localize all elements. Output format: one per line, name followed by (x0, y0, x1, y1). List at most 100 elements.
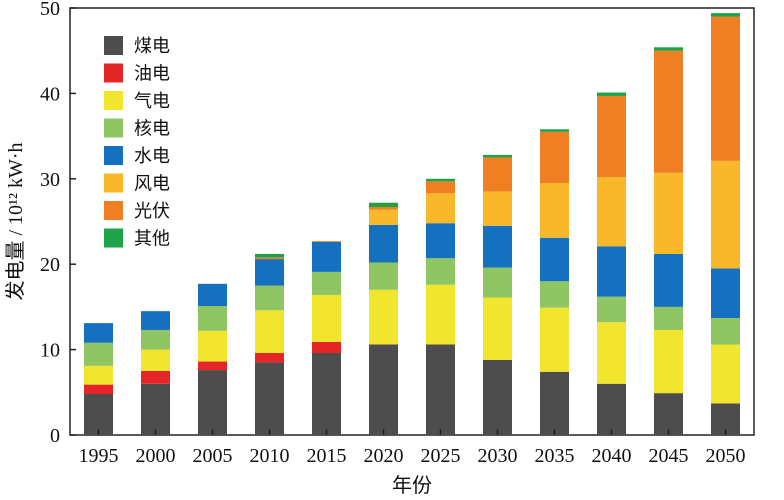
bar-segment (426, 258, 455, 285)
x-tick-label: 2040 (592, 445, 632, 467)
bar-segment (84, 342, 113, 366)
bar-segment (654, 50, 683, 173)
legend-label: 水电 (134, 146, 170, 167)
legend-swatch (104, 118, 123, 138)
legend-swatch (104, 91, 123, 110)
x-tick-label: 2020 (364, 445, 404, 467)
x-tick-label: 2050 (706, 445, 746, 467)
bar-segment (141, 349, 170, 371)
bar-segment (540, 307, 569, 372)
y-tick-label: 0 (50, 425, 60, 447)
bar-segment (198, 361, 227, 371)
y-tick-label: 20 (40, 254, 60, 276)
legend-swatch (104, 146, 123, 165)
bar-segment (369, 202, 398, 207)
legend-label: 气电 (134, 91, 170, 112)
x-tick-label: 1995 (79, 445, 119, 467)
bar-segment (426, 178, 455, 182)
x-tick-label: 2045 (649, 445, 689, 467)
legend-swatch (104, 228, 123, 248)
y-tick-label: 40 (40, 83, 60, 105)
y-axis-ticks: 0 10 20 30 40 50 (40, 0, 76, 447)
bar-segment (369, 224, 398, 263)
bar-segment (312, 353, 341, 435)
bar-segment (711, 318, 740, 345)
bar-segment (312, 241, 341, 242)
plot-area (69, 7, 755, 436)
bar-segment (654, 329, 683, 394)
bar-segment (141, 311, 170, 330)
bar-segment (141, 329, 170, 350)
bar-segment (84, 384, 113, 395)
x-tick-label: 2030 (478, 445, 518, 467)
bar-segment (255, 353, 284, 363)
bar-segment (255, 362, 284, 435)
bar-segment (711, 268, 740, 319)
bar-segment (84, 365, 113, 385)
bar-segment (483, 267, 512, 298)
bar-segment (483, 359, 512, 435)
legend-label: 风电 (134, 174, 170, 195)
bar-segment (597, 383, 626, 435)
bar-segment (312, 341, 341, 354)
legend-label: 其他 (134, 229, 170, 250)
bar-segment (84, 394, 113, 435)
bar-segment (198, 370, 227, 435)
bar-segment (540, 129, 569, 132)
bar-segment (711, 344, 740, 404)
bar-segment (198, 306, 227, 331)
bar-segment (597, 177, 626, 247)
bar-segment (654, 393, 683, 435)
bar-segment (540, 237, 569, 282)
y-tick-label: 30 (40, 169, 60, 191)
bar-segment (198, 283, 227, 307)
bar-segment (255, 257, 284, 260)
bar-segment (597, 322, 626, 384)
bar-segment (654, 172, 683, 254)
bar-segment (711, 13, 740, 17)
plot-frame (69, 7, 755, 436)
bars-group (84, 13, 740, 435)
bar-segment (597, 296, 626, 323)
bar-segment (597, 95, 626, 178)
y-tick-label: 50 (40, 0, 60, 20)
bar-segment (198, 330, 227, 362)
bar-segment (426, 193, 455, 224)
x-axis-label: 年份 (392, 474, 432, 497)
bar-segment (597, 92, 626, 96)
legend-swatch (104, 173, 123, 193)
x-tick-label: 2015 (307, 445, 347, 467)
bar-segment (312, 271, 341, 295)
bar-segment (426, 344, 455, 435)
bar-segment (369, 262, 398, 290)
legend-label: 光伏 (134, 201, 170, 222)
bar-segment (483, 154, 512, 158)
y-tick-label: 10 (40, 340, 60, 362)
bar-segment (369, 209, 398, 225)
bar-segment (426, 181, 455, 194)
bar-segment (312, 294, 341, 342)
bar-segment (84, 323, 113, 343)
bar-segment (426, 284, 455, 345)
bar-segment (369, 289, 398, 345)
bar-segment (255, 310, 284, 354)
bar-segment (483, 157, 512, 192)
bar-segment (369, 344, 398, 435)
bar-segment (654, 47, 683, 51)
legend-swatch (104, 63, 123, 83)
bar-segment (711, 16, 740, 161)
x-tick-label: 2005 (193, 445, 233, 467)
x-tick-label: 2025 (421, 445, 461, 467)
legend-swatch (104, 36, 123, 55)
x-axis-ticks: 1995 2000 2005 2010 2015 2020 2025 2030 2035 2040… (79, 429, 746, 467)
bar-segment (255, 253, 284, 258)
bar-segment (141, 383, 170, 435)
bar-segment (654, 306, 683, 330)
bar-segment (540, 281, 569, 308)
legend-label: 核电 (134, 119, 170, 140)
legend-label: 煤电 (134, 36, 170, 57)
bar-segment (369, 206, 398, 210)
legend-swatch (104, 201, 123, 220)
